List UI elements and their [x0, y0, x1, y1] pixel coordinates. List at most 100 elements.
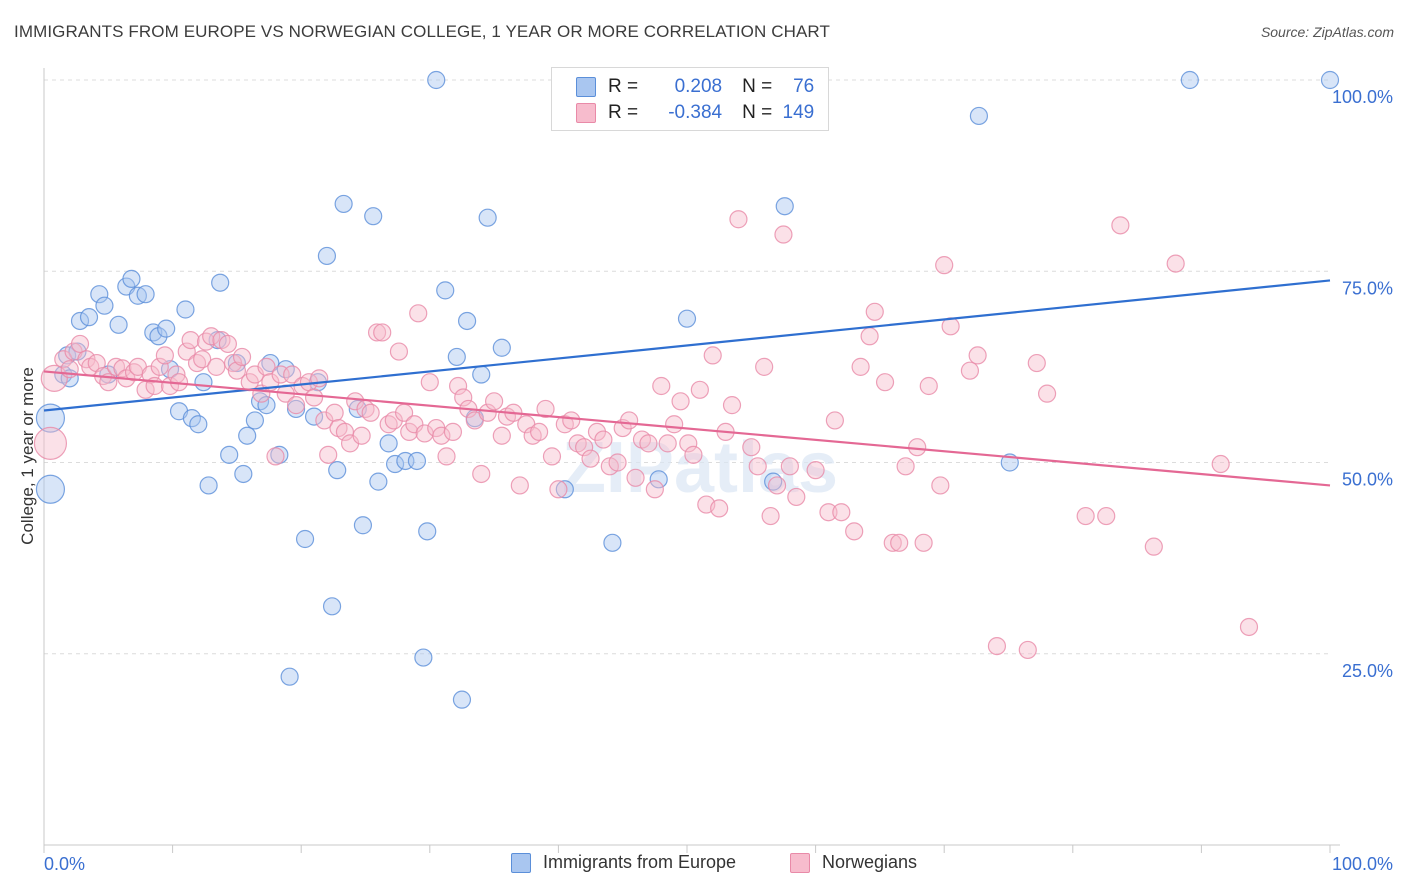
data-point [1111, 216, 1130, 235]
data-point [562, 411, 581, 430]
watermark: ZIPatlas [562, 428, 838, 508]
data-point [645, 480, 664, 499]
data-point [510, 476, 529, 495]
data-point [594, 430, 613, 449]
data-point [361, 403, 380, 422]
data-point [919, 376, 938, 396]
n-value: 76 [793, 76, 815, 97]
data-point [373, 323, 392, 342]
trend-line [43, 279, 1331, 412]
data-point [177, 342, 196, 361]
data-point [189, 415, 208, 434]
data-point [787, 487, 806, 507]
data-point [485, 392, 504, 411]
data-point [677, 309, 697, 328]
data-point [90, 285, 109, 304]
data-point [1018, 640, 1037, 660]
data-point [761, 506, 780, 526]
data-point [679, 434, 698, 453]
data-point [860, 327, 879, 346]
data-point [385, 454, 405, 474]
data-point [418, 522, 437, 541]
data-point [845, 522, 864, 541]
data-point [238, 426, 257, 445]
data-point [969, 106, 989, 126]
data-point [767, 476, 787, 495]
legend-swatch-europe [576, 77, 596, 97]
data-point [194, 373, 213, 392]
data-point [875, 373, 895, 392]
data-point [54, 350, 73, 369]
data-point [472, 464, 491, 484]
data-point [896, 457, 915, 476]
data-point [436, 281, 455, 300]
legend-row-europe: R = 0.208 N = 76 [576, 75, 814, 99]
data-point [581, 449, 600, 468]
chart-title: IMMIGRANTS FROM EUROPE VS NORWEGIAN COLL… [14, 22, 830, 41]
data-point [626, 468, 645, 487]
data-point [447, 347, 466, 367]
data-point [575, 438, 594, 457]
data-point [155, 346, 174, 365]
y-axis-label: College, 1 year or more [18, 367, 37, 545]
data-point [684, 445, 703, 464]
data-point [555, 480, 574, 499]
data-point [825, 411, 844, 430]
data-point [364, 207, 383, 226]
data-point [658, 434, 677, 453]
data-point [280, 667, 299, 686]
data-point [196, 332, 216, 351]
data-point [207, 357, 226, 376]
data-point [304, 388, 324, 407]
data-point [109, 315, 128, 334]
data-point [710, 499, 729, 518]
data-point [136, 285, 155, 304]
data-point [33, 426, 68, 460]
data-point [472, 365, 491, 384]
n-label: N = [742, 102, 773, 123]
data-point [671, 392, 690, 411]
data-point [150, 357, 169, 376]
data-point [218, 334, 237, 354]
y-tick-label: 25.0% [1342, 661, 1393, 681]
bottom-legend-europe: Immigrants from Europe [511, 852, 736, 873]
data-point [478, 208, 497, 227]
data-point [443, 422, 463, 441]
data-point [819, 503, 838, 522]
data-point [492, 338, 511, 357]
watermark-text: ZIPatlas [562, 428, 838, 508]
r-label: R = [608, 76, 639, 97]
data-point [295, 529, 315, 549]
data-point [935, 256, 954, 275]
bottom-legend-swatch-norwegians [790, 852, 810, 873]
data-point [649, 470, 668, 489]
data-point [232, 347, 252, 367]
data-point [202, 327, 221, 346]
data-point [389, 342, 409, 361]
data-point [774, 225, 793, 244]
data-point [211, 273, 230, 292]
data-point [149, 327, 168, 346]
data-point [286, 399, 306, 419]
data-point [1097, 506, 1116, 526]
data-point [960, 361, 980, 380]
data-point [729, 210, 748, 229]
data-point [193, 350, 212, 369]
data-point [304, 407, 324, 426]
data-point [106, 357, 126, 376]
data-point [405, 415, 424, 434]
data-point [352, 426, 371, 445]
data-point [384, 411, 403, 430]
y-tick-label: 50.0% [1342, 470, 1393, 490]
data-point [234, 464, 253, 484]
bottom-legend-norwegians: Norwegians [790, 852, 917, 873]
data-point [379, 434, 398, 453]
data-point [665, 415, 684, 434]
data-point [409, 304, 428, 323]
data-point [432, 426, 451, 445]
data-point [407, 451, 427, 471]
data-point [414, 648, 433, 667]
data-point [122, 269, 141, 288]
data-point [79, 308, 99, 327]
data-point [227, 361, 246, 380]
